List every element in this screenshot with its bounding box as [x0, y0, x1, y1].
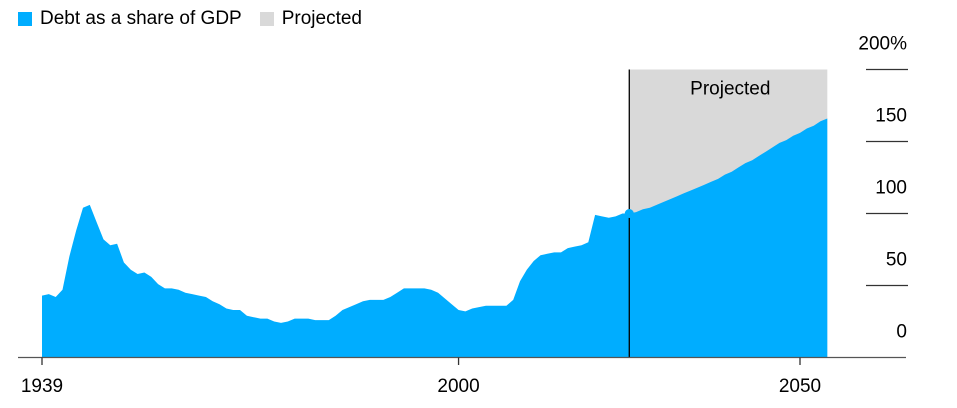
legend: Debt as a share of GDP Projected — [18, 8, 380, 30]
debt-area — [42, 118, 828, 358]
legend-item-debt: Debt as a share of GDP — [18, 8, 242, 30]
projection-label: Projected — [690, 79, 770, 100]
legend-swatch-debt — [18, 12, 32, 26]
y-tick-label: 50 — [886, 250, 907, 271]
x-tick-label: 2050 — [779, 376, 821, 397]
x-tick-label: 2000 — [437, 376, 479, 397]
projection-start-marker — [624, 209, 634, 218]
legend-item-projected: Projected — [259, 8, 362, 30]
legend-label-projected: Projected — [281, 8, 362, 29]
legend-label-debt: Debt as a share of GDP — [40, 8, 242, 29]
x-tick-label: 1939 — [21, 376, 63, 397]
y-tick-label: 200% — [858, 34, 907, 55]
y-tick-label: 100 — [875, 178, 907, 199]
y-tick-label: 0 — [896, 322, 907, 343]
y-tick-label: 150 — [875, 106, 907, 127]
legend-swatch-projected — [259, 12, 274, 26]
